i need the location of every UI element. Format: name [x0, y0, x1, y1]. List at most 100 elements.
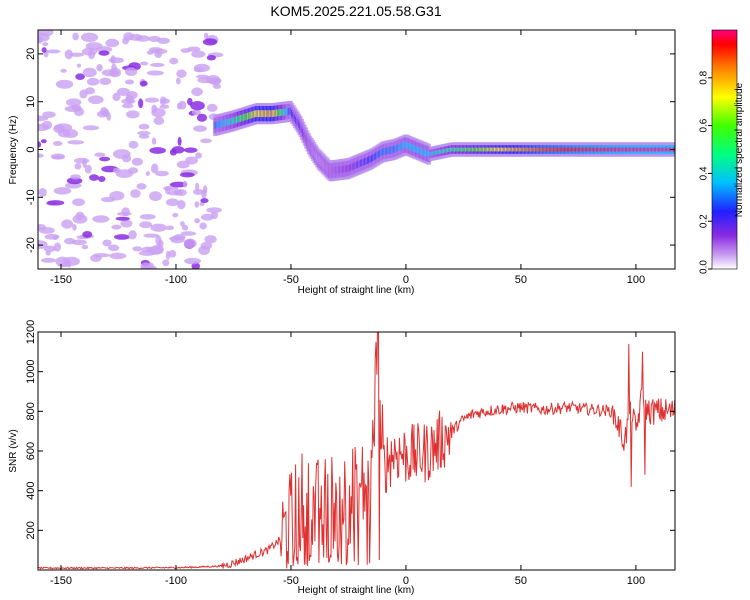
noise-blob [124, 67, 138, 77]
noise-blob [195, 152, 202, 159]
noise-blob [138, 123, 150, 130]
noise-blob [199, 222, 207, 230]
noise-blob [200, 213, 214, 221]
noise-blob [202, 38, 218, 46]
y-tick-label: 800 [25, 402, 37, 420]
noise-blob [64, 49, 73, 60]
colorbar: 0.0 0.2 0.4 0.6 0.8 Normalized spectral ampl… [699, 29, 745, 274]
noise-blob [69, 52, 85, 57]
noise-blob [84, 164, 92, 174]
noise-blob [169, 57, 179, 65]
noise-blob [76, 63, 82, 68]
noise-blob [116, 87, 131, 96]
noise-blob [192, 188, 204, 196]
noise-blob [124, 79, 135, 85]
noise-blob [131, 157, 143, 166]
noise-blob [72, 223, 77, 231]
noise-blob [51, 155, 65, 160]
noise-blob [64, 237, 76, 245]
noise-blob [75, 211, 85, 220]
noise-blob [150, 62, 165, 68]
noise-blob [168, 250, 177, 258]
noise-blob [194, 201, 200, 208]
noise-blob [106, 112, 111, 121]
noise-blob [125, 110, 140, 119]
spectrogram-y-ticks: -20 -10 0 10 20 [25, 48, 675, 253]
noise-blob [41, 47, 47, 53]
noise-blob [42, 42, 49, 47]
noise-blob [172, 212, 179, 218]
colorbar-ticks: 0.0 0.2 0.4 0.6 0.8 [699, 29, 738, 274]
noise-blob [53, 242, 62, 252]
noise-blob [54, 123, 73, 132]
noise-blob [67, 140, 85, 145]
noise-blob [183, 238, 197, 249]
noise-blob [177, 136, 182, 146]
noise-blob [72, 32, 79, 41]
noise-blob [164, 186, 171, 195]
noise-blob [102, 239, 112, 247]
noise-blob [55, 79, 74, 89]
noise-blob [137, 130, 151, 136]
noise-blob [38, 32, 50, 42]
noise-blob [155, 170, 169, 177]
noise-blob [82, 125, 100, 131]
noise-blob [40, 257, 56, 263]
spectrogram-y-label: Frequency (Hz) [8, 116, 19, 185]
y-tick-label: 1000 [25, 359, 37, 383]
noise-blob [197, 77, 215, 84]
noise-blob [169, 148, 177, 156]
noise-blob [151, 108, 166, 118]
noise-blob [107, 244, 120, 252]
noise-blob [196, 74, 209, 79]
x-tick-label: -150 [50, 575, 72, 587]
noise-blob [98, 176, 106, 183]
noise-blob [162, 259, 170, 267]
x-tick-label: 0 [403, 274, 409, 286]
noise-blob [127, 167, 139, 174]
noise-blob [165, 225, 175, 231]
colorbar-frame [711, 29, 738, 270]
x-tick-label: -100 [165, 274, 187, 286]
noise-blob [81, 244, 89, 250]
noise-blob [89, 174, 100, 181]
noise-blob [44, 233, 60, 240]
noise-blob [38, 223, 46, 231]
noise-blob [176, 69, 187, 78]
figure-title: KOM5.2025.221.05.58.G31 [270, 3, 441, 19]
colorbar-tick-label: 0.2 [699, 214, 710, 228]
noise-blob [200, 198, 209, 204]
noise-blob [130, 189, 141, 198]
noise-blob [149, 191, 162, 202]
y-tick-label: 10 [25, 96, 37, 108]
noise-blob [159, 96, 167, 106]
noise-blob [157, 239, 164, 248]
noise-blob [53, 187, 72, 195]
noise-blob [184, 257, 202, 265]
x-tick-label: 100 [627, 575, 645, 587]
noise-blob [159, 104, 170, 109]
noise-blob [191, 50, 206, 58]
noise-blob [135, 35, 151, 42]
colorbar-tick-label: 0.6 [699, 118, 710, 132]
noise-blob [98, 50, 110, 56]
noise-blob [99, 156, 111, 162]
noise-blob [148, 35, 161, 43]
noise-blob [92, 215, 110, 223]
noise-blob [139, 213, 156, 220]
snr-y-label: SNR (v/v) [8, 429, 19, 472]
noise-blob [194, 218, 201, 224]
noise-blob [190, 101, 205, 111]
noise-blob [40, 139, 47, 144]
noise-blob [125, 94, 134, 104]
noise-blob [66, 177, 83, 185]
noise-blob [186, 46, 201, 52]
colorbar-gradient [712, 30, 737, 269]
x-tick-label: -150 [50, 274, 72, 286]
noise-blob [154, 50, 162, 59]
noise-blob [168, 236, 183, 241]
noise-blob [80, 32, 99, 43]
noise-blob [92, 253, 111, 258]
noise-blob [82, 230, 93, 238]
snr-y-ticks: 200 400 600 800 1000 1200 [25, 320, 675, 540]
